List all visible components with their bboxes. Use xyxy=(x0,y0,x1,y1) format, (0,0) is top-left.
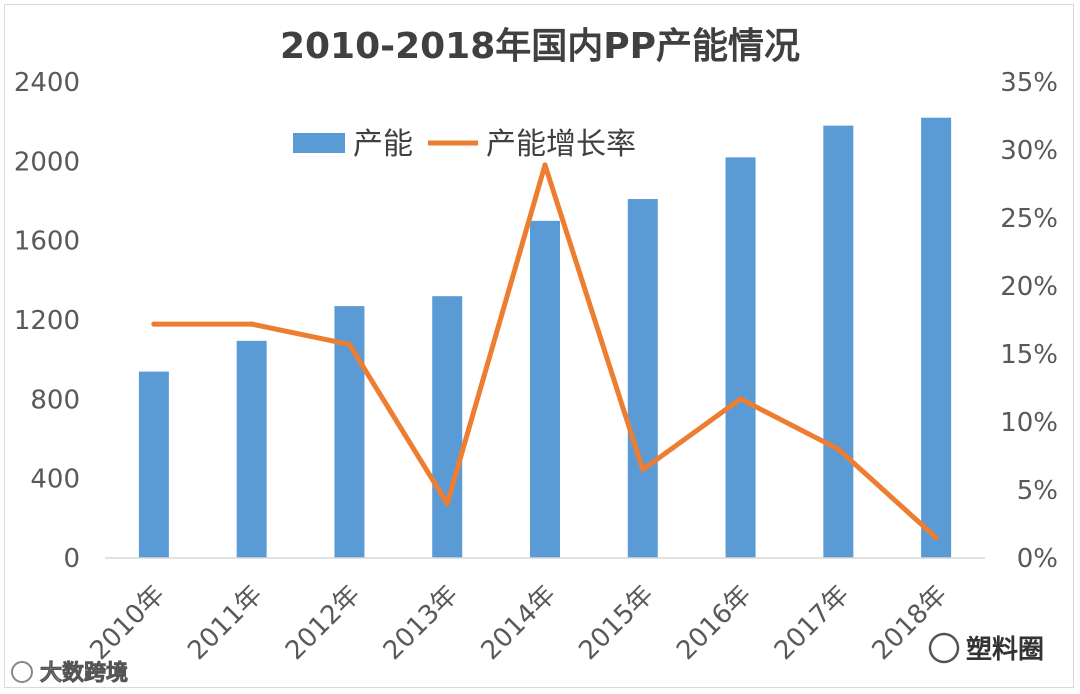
legend-label-growth: 产能增长率 xyxy=(486,127,636,162)
bar-capacity xyxy=(921,117,952,558)
left-axis-tick-label: 0 xyxy=(63,544,80,574)
line-segment-growth xyxy=(249,321,352,347)
x-axis-tick-label: 2015年 xyxy=(573,580,659,666)
bar-capacity xyxy=(823,125,854,558)
left-axis-tick-label: 400 xyxy=(30,465,80,495)
bar-series xyxy=(138,117,952,559)
watermark-left: 大数跨境 xyxy=(11,660,128,686)
line-segment-growth xyxy=(542,162,646,473)
bar-capacity xyxy=(725,157,756,558)
bar-capacity xyxy=(236,340,267,558)
legend: 产能 产能增长率 xyxy=(293,127,636,162)
right-axis-tick-label: 25% xyxy=(1000,204,1058,234)
line-point-growth xyxy=(542,162,548,168)
x-axis-tick-label: 2012年 xyxy=(280,580,366,666)
left-axis-tick-label: 1200 xyxy=(14,306,80,336)
wechat-logo-icon xyxy=(928,632,960,664)
x-axis-tick-label: 2018年 xyxy=(867,580,953,666)
line-point-growth xyxy=(835,446,841,452)
bar-capacity xyxy=(432,296,463,558)
weibo-logo-icon xyxy=(11,661,33,683)
x-axis-tick-label: 2017年 xyxy=(769,580,855,666)
watermark-left-text: 大数跨境 xyxy=(40,660,128,686)
right-axis-tick-label: 15% xyxy=(1000,340,1058,370)
x-axis-tick-label: 2013年 xyxy=(378,580,464,666)
x-axis-tick-label: 2016年 xyxy=(671,580,757,666)
line-point-growth xyxy=(738,396,744,402)
x-axis-tick-label: 2011年 xyxy=(182,580,268,666)
right-axis-tick-label: 30% xyxy=(1000,136,1058,166)
chart-frame xyxy=(4,4,1074,688)
line-point-growth xyxy=(346,341,352,347)
line-point-growth xyxy=(444,501,450,507)
line-point-growth xyxy=(640,467,646,473)
right-axis-tick-label: 0% xyxy=(1017,544,1058,574)
x-axis-tick-label: 2010年 xyxy=(84,580,170,666)
right-axis-tick-label: 5% xyxy=(1017,476,1058,506)
line-segment-growth xyxy=(444,162,548,507)
bar-capacity xyxy=(138,371,169,558)
line-point-growth xyxy=(151,321,157,327)
line-segment-growth xyxy=(346,341,450,507)
line-series xyxy=(151,162,939,541)
bar-capacity xyxy=(530,220,560,559)
x-axis-ticks: 2010年 2011年 2012年 2013年 2014年 2015年 2016年 2017年… xyxy=(84,580,953,666)
right-axis-tick-label: 35% xyxy=(1000,68,1058,98)
legend-label-capacity: 产能 xyxy=(353,127,413,162)
line-point-growth xyxy=(933,535,939,541)
chart-title: 2010-2018年国内PP产能情况 xyxy=(280,26,800,67)
right-axis-tick-label: 20% xyxy=(1000,272,1058,302)
line-point-growth xyxy=(249,321,255,327)
left-axis-tick-label: 2400 xyxy=(14,68,80,98)
left-axis: 0 400 800 1200 1600 2000 2400 xyxy=(14,68,80,574)
line-segment-growth xyxy=(835,446,939,541)
left-axis-tick-label: 800 xyxy=(30,385,80,415)
legend-swatch-bar xyxy=(293,133,345,153)
bar-capacity xyxy=(627,199,658,558)
left-axis-tick-label: 1600 xyxy=(14,227,80,257)
line-segment-growth xyxy=(640,396,744,473)
left-axis-tick-label: 2000 xyxy=(14,147,80,177)
x-axis-tick-label: 2014年 xyxy=(476,580,562,666)
watermark-right-text: 塑料圈 xyxy=(966,635,1044,665)
watermark-right: 塑料圈 xyxy=(928,632,1044,665)
right-axis-tick-label: 10% xyxy=(1000,408,1058,438)
right-axis: 0% 5% 10% 15% 20% 25% 30% 35% xyxy=(1000,68,1058,574)
line-segment-growth xyxy=(738,396,841,452)
